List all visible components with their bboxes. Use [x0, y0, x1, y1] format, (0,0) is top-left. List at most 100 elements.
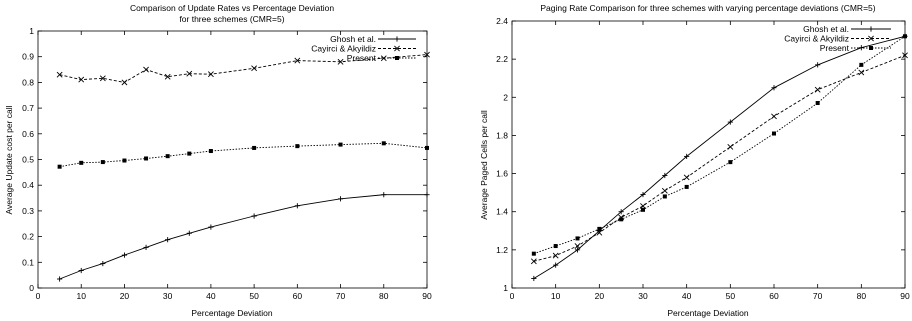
- y-tick-label: 1.2: [496, 245, 508, 255]
- plus-marker: [100, 260, 106, 267]
- square-marker: [597, 226, 602, 231]
- square-marker: [295, 144, 300, 149]
- square-marker: [903, 34, 907, 39]
- x-tick-label: 90: [900, 291, 910, 301]
- y-tick-label: 0.7: [22, 103, 34, 113]
- y-tick-label: 1: [503, 283, 508, 293]
- plus-marker: [394, 36, 400, 42]
- cross-marker: [661, 187, 668, 194]
- cross-marker: [251, 65, 258, 72]
- y-tick-label: 0.4: [22, 180, 34, 190]
- y-tick-label: 2: [503, 92, 508, 102]
- x-tick-label: 0: [510, 291, 515, 301]
- x-tick-label: 30: [163, 291, 173, 301]
- cross-marker: [683, 174, 690, 181]
- square-marker: [425, 145, 429, 150]
- square-marker: [772, 131, 776, 136]
- square-marker: [619, 217, 624, 222]
- cross-marker: [858, 69, 865, 76]
- square-marker: [338, 142, 343, 147]
- square-marker: [208, 149, 213, 154]
- plus-marker: [684, 153, 690, 160]
- cross-marker: [424, 51, 430, 58]
- y-tick-label: 0.9: [22, 52, 34, 62]
- chart-title: Comparison of Update Rates vs Percentage…: [130, 3, 334, 13]
- y-tick-label: 0.3: [22, 206, 34, 216]
- y-tick-label: 1.4: [496, 207, 508, 217]
- plot-frame: [37, 30, 428, 289]
- cross-marker: [868, 35, 874, 42]
- square-marker: [252, 145, 257, 150]
- y-tick-label: 1: [29, 26, 34, 36]
- square-marker: [575, 236, 580, 241]
- x-tick-label: 40: [206, 291, 216, 301]
- cross-marker: [380, 55, 387, 62]
- square-marker: [100, 160, 105, 165]
- plot-frame: [511, 20, 906, 289]
- x-tick-label: 50: [726, 291, 736, 301]
- y-tick-label: 2.4: [496, 16, 508, 26]
- x-tick-label: 70: [336, 291, 346, 301]
- cross-marker: [574, 243, 581, 249]
- plus-marker: [337, 196, 344, 202]
- y-tick-label: 0.5: [22, 155, 34, 165]
- legend-label: Cayirci & Akyildiz: [311, 44, 376, 54]
- x-tick-label: 50: [249, 291, 259, 301]
- series-line: [533, 54, 906, 262]
- square-marker: [815, 101, 820, 106]
- x-tick-label: 20: [595, 291, 605, 301]
- cross-marker: [186, 70, 193, 77]
- x-tick-label: 20: [120, 291, 130, 301]
- x-axis-label: Percentage Deviation: [191, 308, 273, 318]
- cross-marker: [294, 57, 301, 64]
- legend-label: Ghosh et al.: [803, 24, 849, 34]
- plus-marker: [294, 203, 300, 209]
- plus-marker: [868, 26, 874, 32]
- square-marker: [165, 154, 170, 159]
- y-axis-label: Average Paged Cells per call: [479, 110, 489, 220]
- plus-marker: [574, 247, 581, 253]
- y-tick-label: 1.8: [496, 130, 508, 140]
- square-marker: [187, 151, 192, 156]
- legend-label: Ghosh et al.: [330, 34, 376, 44]
- square-marker: [553, 244, 558, 249]
- plus-marker: [78, 267, 84, 274]
- cross-marker: [814, 86, 821, 93]
- square-marker: [122, 158, 127, 163]
- y-axis-label: Average Update cost per call: [4, 105, 14, 214]
- cross-marker: [164, 73, 171, 80]
- x-tick-label: 90: [422, 291, 432, 301]
- cross-marker: [596, 229, 603, 236]
- square-marker: [869, 46, 873, 50]
- cross-marker: [99, 75, 106, 82]
- series-line: [533, 35, 906, 255]
- x-tick-label: 40: [682, 291, 692, 301]
- update-cost-chart: Comparison of Update Rates vs Percentage…: [4, 3, 432, 318]
- y-tick-label: 1.6: [496, 169, 508, 179]
- y-tick-label: 0.8: [22, 77, 34, 87]
- series-line: [533, 35, 906, 279]
- x-axis-label: Percentage Deviation: [667, 308, 749, 318]
- plus-marker: [121, 252, 128, 258]
- plus-marker: [727, 119, 733, 125]
- plus-marker: [208, 224, 214, 230]
- series-line: [59, 142, 428, 168]
- y-tick-label: 0.1: [22, 257, 34, 267]
- cross-marker: [771, 113, 777, 120]
- plus-marker: [57, 276, 63, 282]
- plus-marker: [553, 262, 559, 268]
- series-square: [531, 34, 907, 256]
- x-tick-label: 80: [379, 291, 389, 301]
- paging-rate-chart: Paging Rate Comparison for three schemes…: [479, 3, 910, 318]
- series-plus: [531, 33, 908, 282]
- square-marker: [381, 141, 386, 146]
- square-marker: [395, 56, 399, 60]
- cross-marker: [552, 252, 559, 259]
- plus-marker: [815, 62, 821, 68]
- cross-marker: [207, 71, 214, 78]
- plus-marker: [640, 191, 646, 198]
- series-line: [59, 194, 427, 280]
- square-marker: [728, 160, 733, 165]
- series-cross: [530, 52, 908, 265]
